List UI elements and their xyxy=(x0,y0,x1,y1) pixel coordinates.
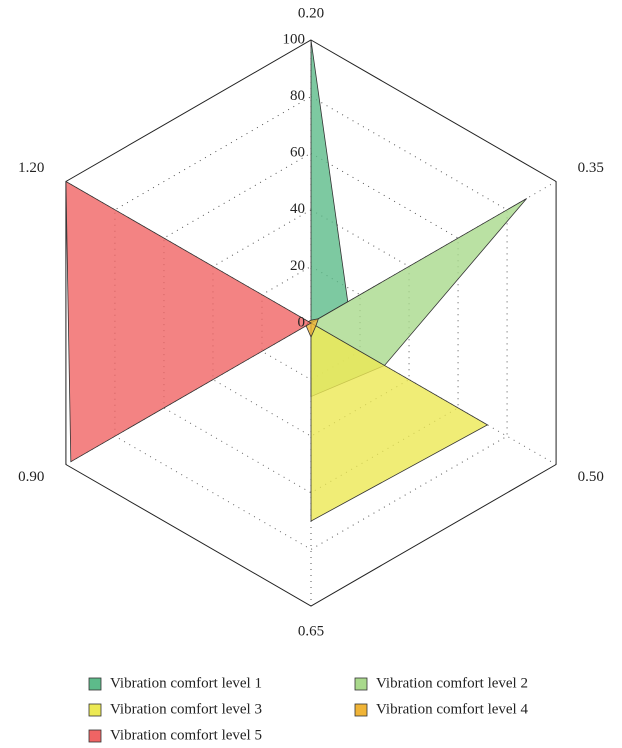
legend-label: Vibration comfort level 1 xyxy=(110,675,262,691)
legend-swatch xyxy=(88,729,102,743)
r-tick-label: 60 xyxy=(290,145,305,161)
legend-label: Vibration comfort level 3 xyxy=(110,701,262,717)
series-area xyxy=(310,322,489,522)
legend-label: Vibration comfort level 2 xyxy=(376,675,528,691)
axis-label: 0.50 xyxy=(578,469,604,485)
legend-swatch xyxy=(88,703,102,717)
axis-label: 1.20 xyxy=(18,160,44,176)
legend-swatch xyxy=(354,703,368,717)
r-tick-label: 100 xyxy=(283,31,306,47)
axis-label: 0.20 xyxy=(298,5,324,21)
r-tick-label: 20 xyxy=(290,258,305,274)
series-area xyxy=(310,39,349,324)
legend-label: Vibration comfort level 5 xyxy=(110,727,262,743)
axis-label: 0.65 xyxy=(298,623,324,639)
r-tick-label: 0 xyxy=(298,314,306,330)
legend-label: Vibration comfort level 4 xyxy=(376,701,528,717)
r-tick-label: 80 xyxy=(290,88,305,104)
r-tick-label: 40 xyxy=(290,201,305,217)
series-area xyxy=(65,180,312,463)
legend-swatch xyxy=(88,677,102,691)
legend-swatch xyxy=(354,677,368,691)
axis-label: 0.90 xyxy=(18,469,44,485)
axis-label: 0.35 xyxy=(578,160,604,176)
